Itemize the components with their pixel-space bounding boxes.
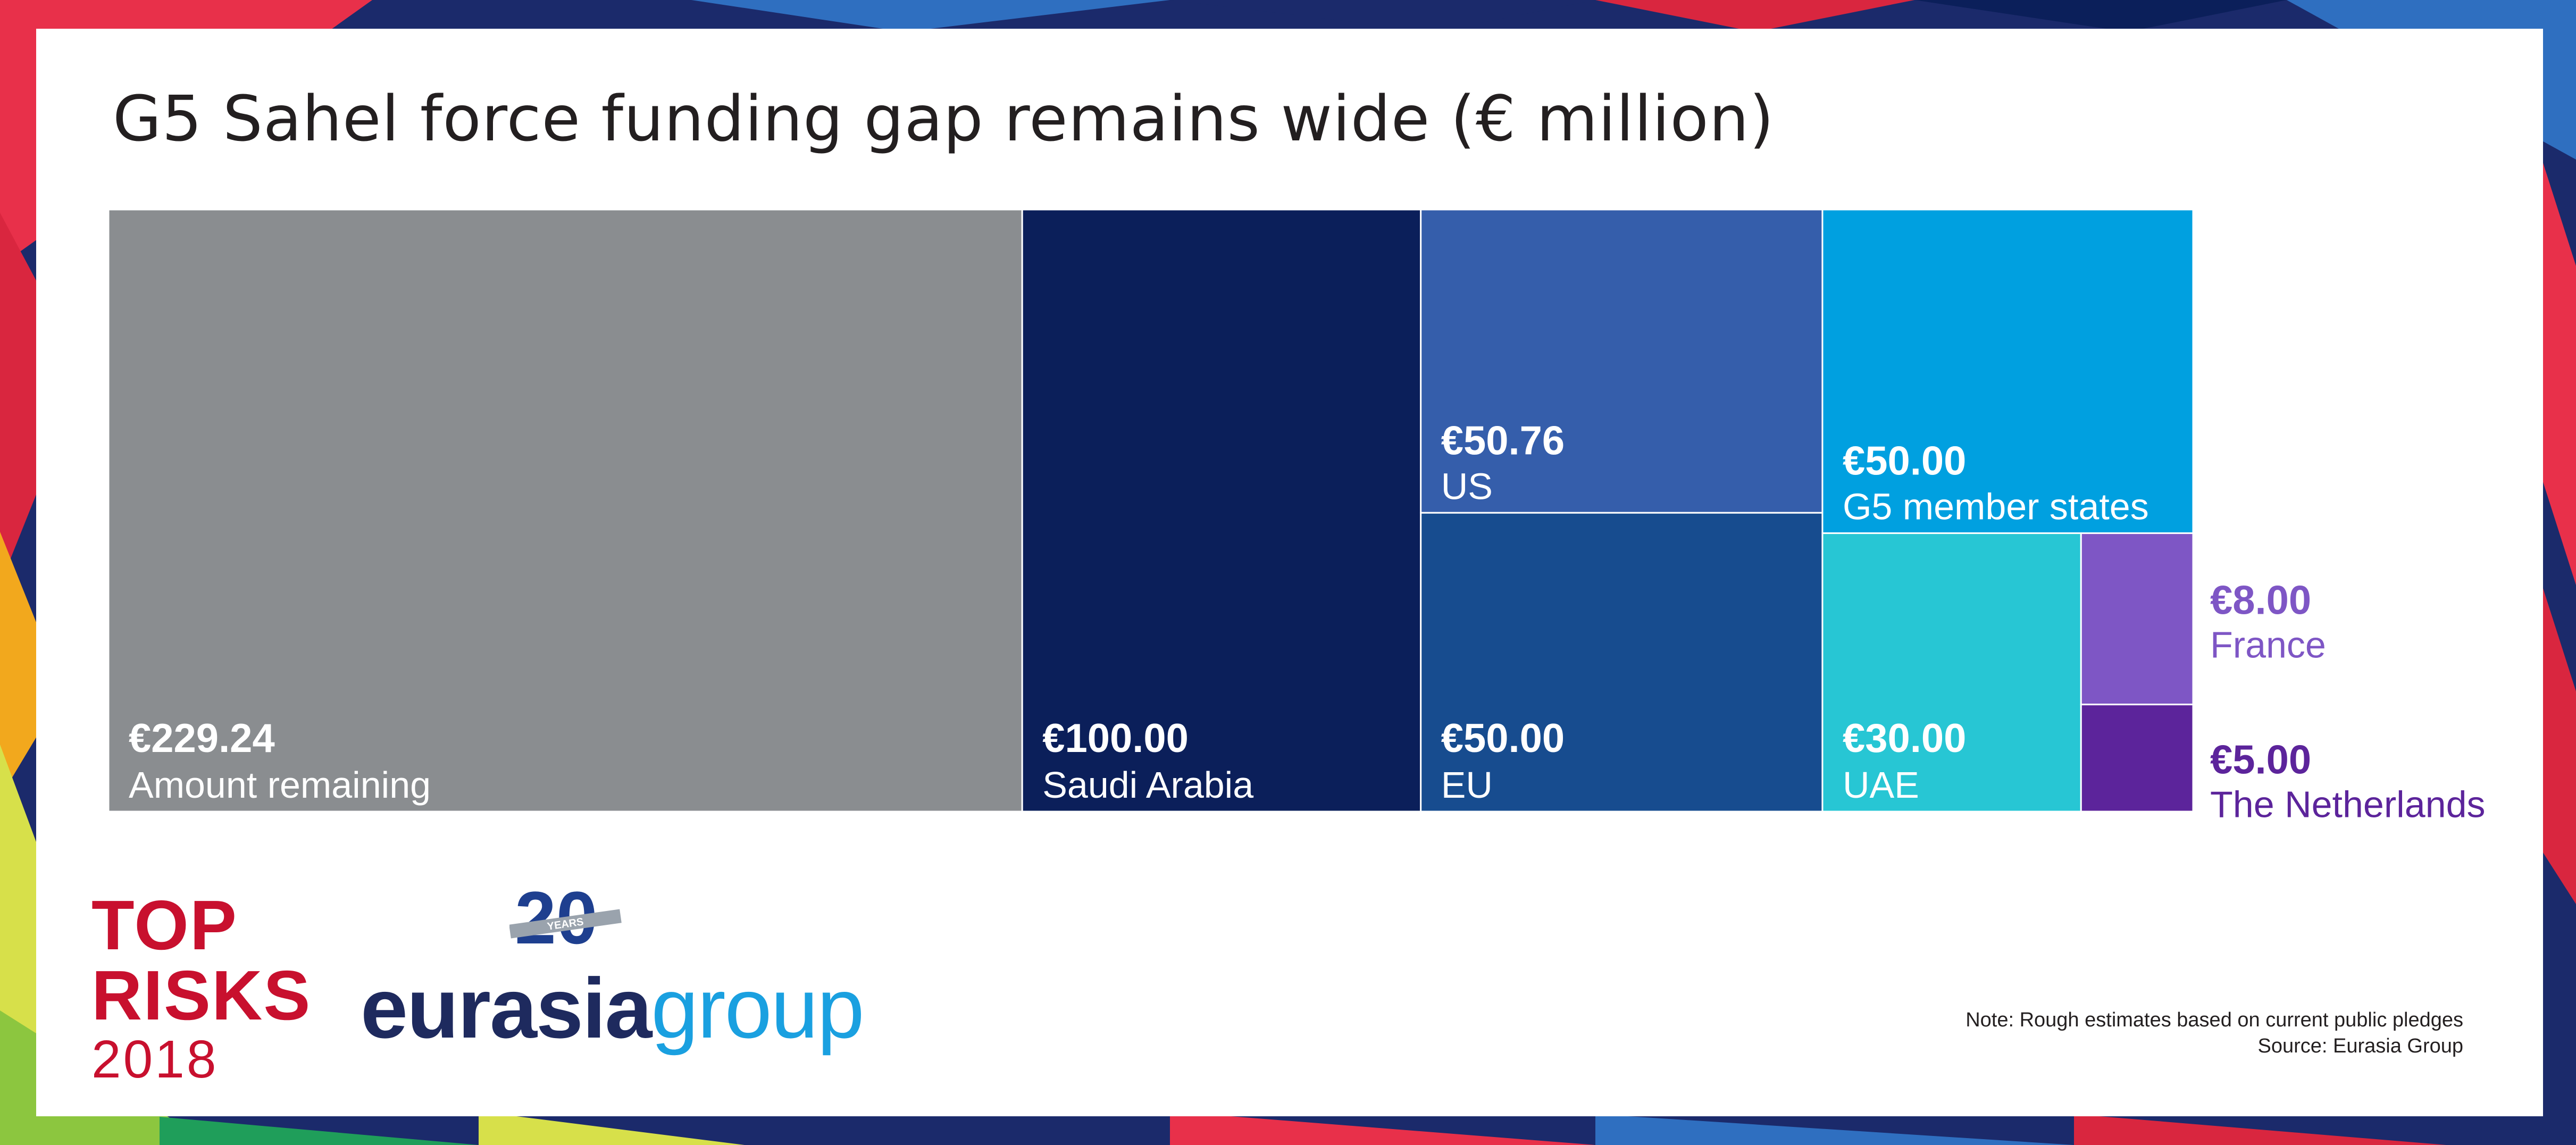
chart-title: G5 Sahel force funding gap remains wide …: [113, 82, 1775, 155]
category-label-france: France: [2210, 624, 2326, 666]
tile-saudi-arabia: [1021, 208, 1422, 813]
tile-uae: [1821, 532, 2082, 813]
brand-part2: group: [651, 960, 864, 1056]
tile-eu: [1420, 512, 1824, 813]
brand-part1: eurasia: [361, 960, 652, 1056]
category-label-g5-member-states: G5 member states: [1843, 486, 2149, 528]
footer-note: Note: Rough estimates based on current p…: [1966, 1009, 2463, 1031]
top-risks-year: 2018: [91, 1030, 219, 1089]
value-label-saudi-arabia: €100.00: [1042, 716, 1189, 761]
value-label-eu: €50.00: [1441, 716, 1565, 761]
category-label-uae: UAE: [1843, 764, 1919, 806]
category-label-saudi-arabia: Saudi Arabia: [1042, 764, 1253, 806]
chart-footer: Note: Rough estimates based on current p…: [1966, 1007, 2463, 1060]
value-label-the-netherlands: €5.00: [2210, 738, 2311, 783]
twenty-years-badge: 20 YEARS: [509, 880, 622, 959]
chart-card: G5 Sahel force funding gap remains wide …: [36, 29, 2543, 1116]
value-label-uae: €30.00: [1843, 716, 1966, 761]
top-risks-line2: RISKS: [91, 956, 312, 1034]
top-risks-line1: TOP: [91, 886, 238, 964]
tile-the-netherlands: [2080, 704, 2194, 813]
value-label-france: €8.00: [2210, 578, 2311, 623]
footer-source: Source: Eurasia Group: [2257, 1035, 2463, 1058]
category-label-amount-remaining: Amount remaining: [129, 764, 431, 806]
tile-g5-member-states: [1821, 208, 2194, 534]
tile-france: [2080, 532, 2194, 706]
category-label-us: US: [1441, 465, 1493, 507]
top-risks-logo: TOP RISKS 2018: [91, 886, 312, 1089]
value-label-us: €50.76: [1441, 418, 1565, 463]
eurasia-group-wordmark: eurasiagroup: [361, 959, 865, 1057]
tile-us: [1420, 208, 1824, 514]
value-label-g5-member-states: €50.00: [1843, 439, 1966, 484]
category-label-eu: EU: [1441, 764, 1493, 806]
value-label-amount-remaining: €229.24: [129, 716, 275, 761]
tile-amount-remaining: [107, 208, 1023, 813]
category-label-the-netherlands: The Netherlands: [2210, 784, 2486, 825]
